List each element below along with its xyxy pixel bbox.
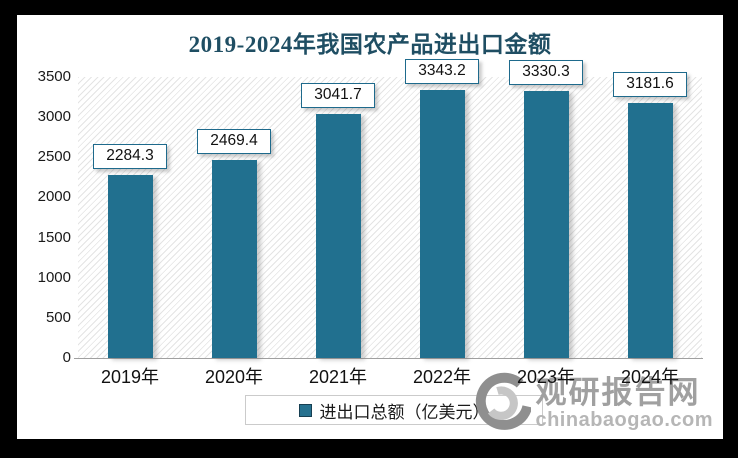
value-label: 2284.3 (93, 144, 167, 169)
watermark-brand: 观研报告网 (535, 374, 701, 410)
bar (316, 114, 361, 358)
value-label: 3181.6 (613, 72, 687, 97)
x-axis-line (74, 358, 703, 359)
watermark: 观研报告网 chinabaogao.com (473, 372, 713, 435)
x-axis-tick-label: 2023年 (516, 367, 576, 387)
bar (212, 160, 257, 358)
value-label: 2469.4 (197, 129, 271, 154)
bar (524, 91, 569, 358)
watermark-text: 观研报告网 chinabaogao.com (535, 374, 713, 431)
y-axis-tick-label: 1000 (37, 268, 71, 286)
value-label: 3041.7 (301, 83, 375, 108)
value-label: 3330.3 (509, 60, 583, 85)
value-label: 3343.2 (405, 59, 479, 84)
bar (108, 175, 153, 358)
bar (420, 90, 465, 358)
x-axis-tick-label: 2020年 (204, 367, 264, 387)
y-axis-tick-label: 2500 (37, 148, 71, 166)
bar (628, 103, 673, 358)
x-axis-tick-label: 2024年 (620, 367, 680, 387)
chart-title: 2019-2024年我国农产品进出口金额 (188, 32, 552, 57)
x-axis-tick-label: 2022年 (412, 367, 472, 387)
y-axis-tick-label: 500 (45, 308, 71, 326)
legend-series-label: 进出口总额（亿美元） (319, 402, 490, 422)
y-axis-tick-label: 0 (62, 349, 71, 366)
x-axis-tick-label: 2021年 (308, 367, 368, 387)
watermark-domain: chinabaogao.com (535, 408, 713, 431)
plot-area (78, 77, 702, 358)
chart-canvas: 2019-2024年我国农产品进出口金额 0 500 1000 1500 2000 250… (17, 15, 723, 439)
x-axis-tick-label: 2019年 (100, 367, 160, 387)
y-axis-tick-label: 2000 (37, 188, 71, 206)
y-axis-tick-label: 3000 (37, 108, 71, 126)
y-axis-tick-label: 3500 (37, 68, 71, 85)
legend-marker-square (298, 403, 312, 417)
y-axis-tick-label: 1500 (37, 228, 71, 246)
swirl-logo-icon (473, 372, 533, 435)
